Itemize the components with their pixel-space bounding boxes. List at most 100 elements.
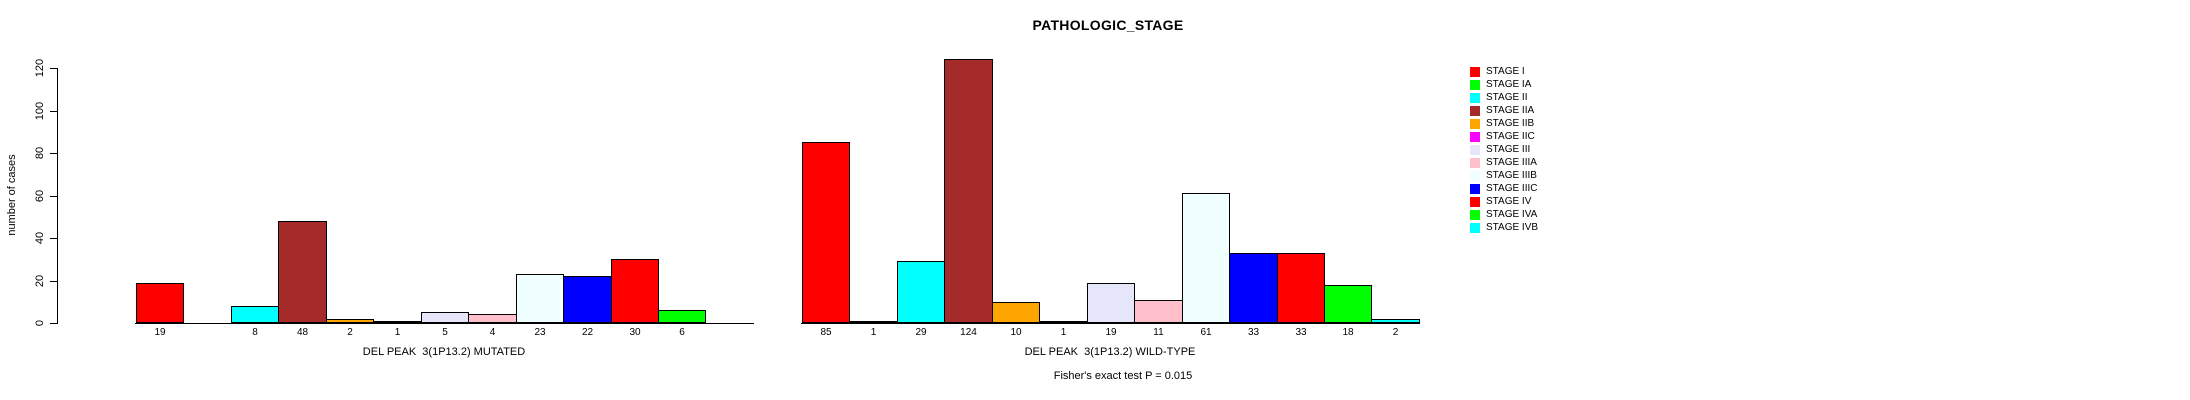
bar-count-label: 1 bbox=[1060, 327, 1067, 338]
legend-item: STAGE IIA bbox=[1470, 104, 1538, 117]
bar-stage-iic bbox=[1039, 321, 1088, 323]
bar-stage-iii bbox=[421, 312, 469, 323]
bar-stage-iib bbox=[326, 319, 374, 323]
bar-stage-i bbox=[802, 142, 850, 323]
legend-label: STAGE IIC bbox=[1486, 131, 1535, 142]
bar-count-label: 19 bbox=[1105, 327, 1117, 338]
legend-item: STAGE I bbox=[1470, 65, 1538, 78]
legend-swatch bbox=[1470, 92, 1480, 103]
bar-count-label: 33 bbox=[1295, 327, 1307, 338]
y-tick-label: 120 bbox=[34, 58, 46, 78]
legend-swatch bbox=[1470, 66, 1480, 77]
y-axis-tick bbox=[50, 153, 57, 154]
bar-stage-iiia bbox=[1134, 300, 1183, 323]
legend-label: STAGE IIIA bbox=[1486, 157, 1537, 168]
legend-label: STAGE IIIB bbox=[1486, 170, 1537, 181]
y-tick-label: 60 bbox=[34, 189, 46, 203]
bar-stage-iiic bbox=[1229, 253, 1278, 323]
bar-count-label: 61 bbox=[1200, 327, 1212, 338]
legend-label: STAGE IIA bbox=[1486, 105, 1535, 116]
legend-label: STAGE II bbox=[1486, 92, 1528, 103]
legend-swatch bbox=[1470, 144, 1480, 155]
legend-swatch bbox=[1470, 79, 1480, 90]
legend-swatch bbox=[1470, 183, 1480, 194]
legend-item: STAGE IIIB bbox=[1470, 169, 1538, 182]
bar-stage-iia bbox=[278, 221, 327, 323]
legend-swatch bbox=[1470, 196, 1480, 207]
bar-count-label: 2 bbox=[347, 327, 353, 338]
bar-stage-iia bbox=[944, 59, 993, 323]
y-axis-line bbox=[57, 68, 58, 324]
legend-label: STAGE IA bbox=[1486, 79, 1532, 90]
bar-count-label: 6 bbox=[679, 327, 685, 338]
y-axis-tick bbox=[50, 68, 57, 69]
legend-item: STAGE IV bbox=[1470, 195, 1538, 208]
bar-stage-iva bbox=[1324, 285, 1372, 323]
bar-count-label: 5 bbox=[442, 327, 448, 338]
bar-stage-iv bbox=[1277, 253, 1325, 323]
bar-count-label: 4 bbox=[489, 327, 496, 338]
legend-swatch bbox=[1470, 105, 1480, 116]
bar-stage-iiib bbox=[1182, 193, 1230, 323]
legend-swatch bbox=[1470, 222, 1480, 233]
bar-count-label: 30 bbox=[629, 327, 641, 338]
chart-title: PATHOLOGIC_STAGE bbox=[1032, 17, 1184, 33]
legend-swatch bbox=[1470, 170, 1480, 181]
bar-stage-iv bbox=[611, 259, 659, 323]
y-axis-tick bbox=[50, 281, 57, 282]
bar-count-label: 11 bbox=[1153, 327, 1164, 338]
bar-count-label: 10 bbox=[1010, 327, 1022, 338]
bar-count-label: 22 bbox=[581, 327, 594, 338]
y-tick-label: 100 bbox=[34, 101, 46, 121]
bar-count-label: 1 bbox=[394, 327, 401, 338]
legend-swatch bbox=[1470, 209, 1480, 220]
fisher-test-annotation: Fisher's exact test P = 0.015 bbox=[1053, 370, 1193, 382]
bar-count-label: 8 bbox=[252, 327, 258, 338]
bar-count-label: 1 bbox=[870, 327, 877, 338]
legend-label: STAGE I bbox=[1486, 66, 1525, 77]
bar-count-label: 2 bbox=[1392, 327, 1399, 338]
legend-item: STAGE IIC bbox=[1470, 130, 1538, 143]
legend-item: STAGE IIIA bbox=[1470, 156, 1538, 169]
bar-count-label: 124 bbox=[960, 327, 977, 338]
legend-label: STAGE IVB bbox=[1486, 222, 1539, 233]
bar-stage-ivb bbox=[1371, 319, 1420, 323]
bar-stage-ia bbox=[849, 321, 898, 323]
x-axis-baseline bbox=[801, 323, 1420, 324]
y-axis-tick bbox=[50, 238, 57, 239]
legend-item: STAGE IA bbox=[1470, 78, 1538, 91]
legend-label: STAGE IIIC bbox=[1486, 183, 1538, 194]
legend-item: STAGE IVB bbox=[1470, 221, 1538, 234]
y-axis-tick bbox=[50, 323, 57, 324]
legend-label: STAGE IVA bbox=[1486, 209, 1538, 220]
legend-label: STAGE III bbox=[1486, 144, 1531, 155]
legend-label: STAGE IIB bbox=[1486, 118, 1535, 129]
bar-count-label: 85 bbox=[820, 327, 832, 338]
bar-stage-i bbox=[136, 283, 184, 323]
legend-swatch bbox=[1470, 131, 1480, 142]
y-tick-label: 80 bbox=[34, 146, 46, 160]
y-axis-tick bbox=[50, 196, 57, 197]
x-axis-baseline bbox=[135, 323, 754, 324]
legend-swatch bbox=[1470, 157, 1480, 168]
legend-item: STAGE IVA bbox=[1470, 208, 1538, 221]
legend: STAGE I STAGE IA STAGE II STAGE IIA STAGE II… bbox=[1470, 65, 1538, 234]
bar-count-label: 29 bbox=[915, 327, 927, 338]
bar-stage-ii bbox=[897, 261, 945, 323]
legend-item: STAGE II bbox=[1470, 91, 1538, 104]
y-tick-label: 40 bbox=[34, 231, 46, 245]
legend-swatch bbox=[1470, 118, 1480, 129]
bar-stage-iic bbox=[373, 321, 422, 323]
bar-count-label: 48 bbox=[296, 327, 309, 338]
bar-count-label: 18 bbox=[1342, 327, 1354, 338]
bar-stage-iiic bbox=[563, 276, 612, 323]
bar-stage-ii bbox=[231, 306, 279, 323]
legend-item: STAGE IIB bbox=[1470, 117, 1538, 130]
bar-stage-iib bbox=[992, 302, 1040, 323]
bar-stage-iiib bbox=[516, 274, 564, 323]
bar-count-label: 19 bbox=[154, 327, 166, 338]
legend-item: STAGE IIIC bbox=[1470, 182, 1538, 195]
bar-stage-iva bbox=[658, 310, 706, 323]
